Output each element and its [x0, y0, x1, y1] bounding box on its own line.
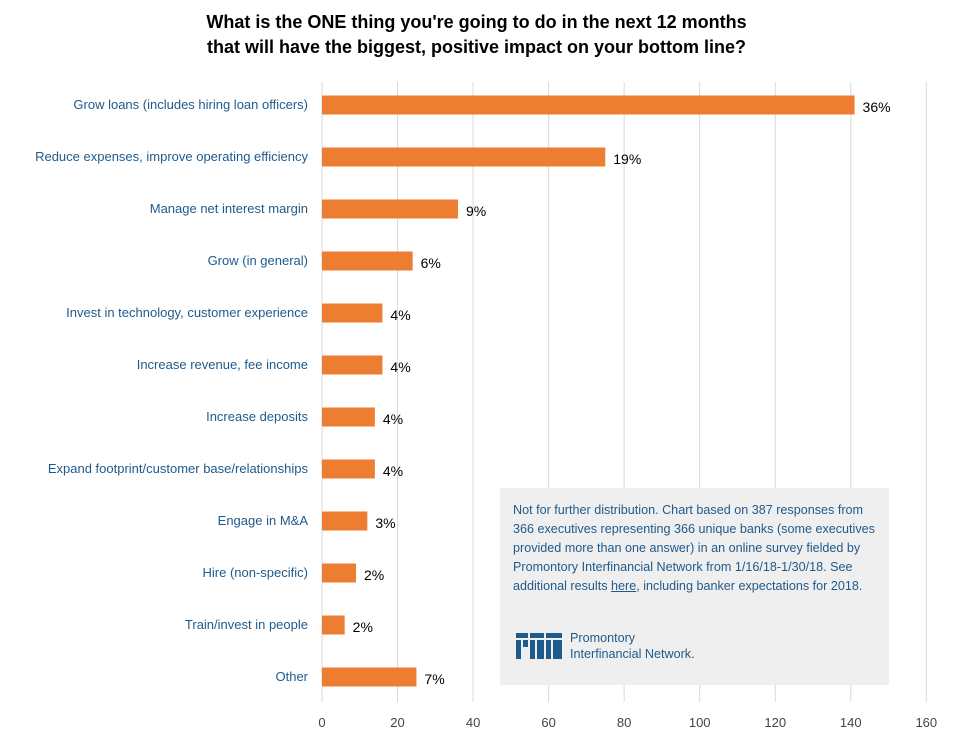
bar [322, 303, 383, 323]
logo-line-1: Promontory [570, 631, 636, 645]
bar [322, 251, 413, 271]
category-label: Engage in M&A [218, 513, 309, 528]
data-label: 19% [613, 151, 641, 167]
category-label: Train/invest in people [185, 617, 308, 632]
bar [322, 511, 368, 531]
data-label: 7% [424, 671, 444, 687]
bar [322, 95, 855, 115]
note-text-after: , including banker expectations for 2018… [636, 579, 863, 593]
data-label: 3% [375, 515, 395, 531]
data-label: 4% [383, 463, 403, 479]
bar [322, 147, 606, 167]
logo-line-2: Interfinancial Network. [570, 647, 695, 661]
data-label: 9% [466, 203, 486, 219]
category-label: Hire (non-specific) [203, 565, 308, 580]
bar [322, 459, 375, 479]
data-label: 4% [383, 411, 403, 427]
category-label: Other [275, 669, 308, 684]
category-label: Grow (in general) [208, 253, 308, 268]
data-label: 4% [390, 307, 410, 323]
bar [322, 355, 383, 375]
category-label: Increase revenue, fee income [137, 357, 308, 372]
note-text-before: Not for further distribution. Chart base… [513, 503, 875, 593]
x-tick-label: 60 [541, 715, 555, 730]
x-tick-label: 160 [915, 715, 937, 730]
bar [322, 407, 375, 427]
note-text: Not for further distribution. Chart base… [513, 501, 875, 596]
bar [322, 667, 417, 687]
data-label: 2% [353, 619, 373, 635]
category-label: Invest in technology, customer experienc… [66, 305, 308, 320]
chart-title-line-2: that will have the biggest, positive imp… [206, 37, 747, 57]
x-tick-label: 40 [466, 715, 480, 730]
x-tick-label: 120 [764, 715, 786, 730]
note-box: Not for further distribution. Chart base… [500, 488, 889, 685]
logo-text: Promontory Interfinancial Network. [570, 630, 695, 662]
x-tick-label: 140 [840, 715, 862, 730]
category-label: Expand footprint/customer base/relations… [48, 461, 309, 476]
x-tick-label: 100 [689, 715, 711, 730]
data-label: 36% [863, 99, 891, 115]
x-tick-label: 0 [318, 715, 325, 730]
bar [322, 615, 345, 635]
x-tick-label: 20 [390, 715, 404, 730]
x-tick-label: 80 [617, 715, 631, 730]
note-link[interactable]: here [611, 579, 637, 593]
bar [322, 563, 356, 583]
category-label: Increase deposits [206, 409, 308, 424]
category-label: Grow loans (includes hiring loan officer… [73, 97, 308, 112]
bar [322, 199, 458, 219]
category-label: Manage net interest margin [150, 201, 308, 216]
category-label: Reduce expenses, improve operating effic… [35, 149, 308, 164]
promontory-logo-icon [516, 633, 562, 659]
data-label: 6% [421, 255, 441, 271]
chart-title-line-1: What is the ONE thing you're going to do… [206, 12, 747, 32]
data-label: 4% [390, 359, 410, 375]
data-label: 2% [364, 567, 384, 583]
